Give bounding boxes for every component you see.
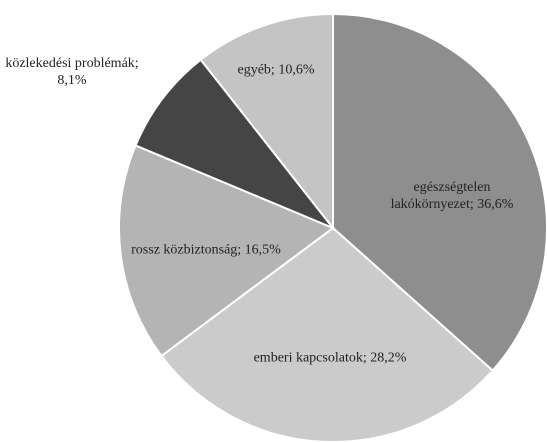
slice-label: egyéb; 10,6% (237, 62, 315, 78)
slice-label: emberi kapcsolatok; 28,2% (253, 350, 407, 366)
slice-label: közlekedési problémák; 8,1% (5, 56, 139, 88)
pie-slice (134, 58, 337, 231)
pie-slice (118, 144, 336, 358)
pie-slice (332, 12, 547, 372)
slice-label: rossz közbiztonság; 16,5% (131, 242, 281, 258)
slice-label: egészségtelen lakókörnyezet; 36,6% (390, 180, 514, 212)
pie-slice (199, 12, 334, 231)
